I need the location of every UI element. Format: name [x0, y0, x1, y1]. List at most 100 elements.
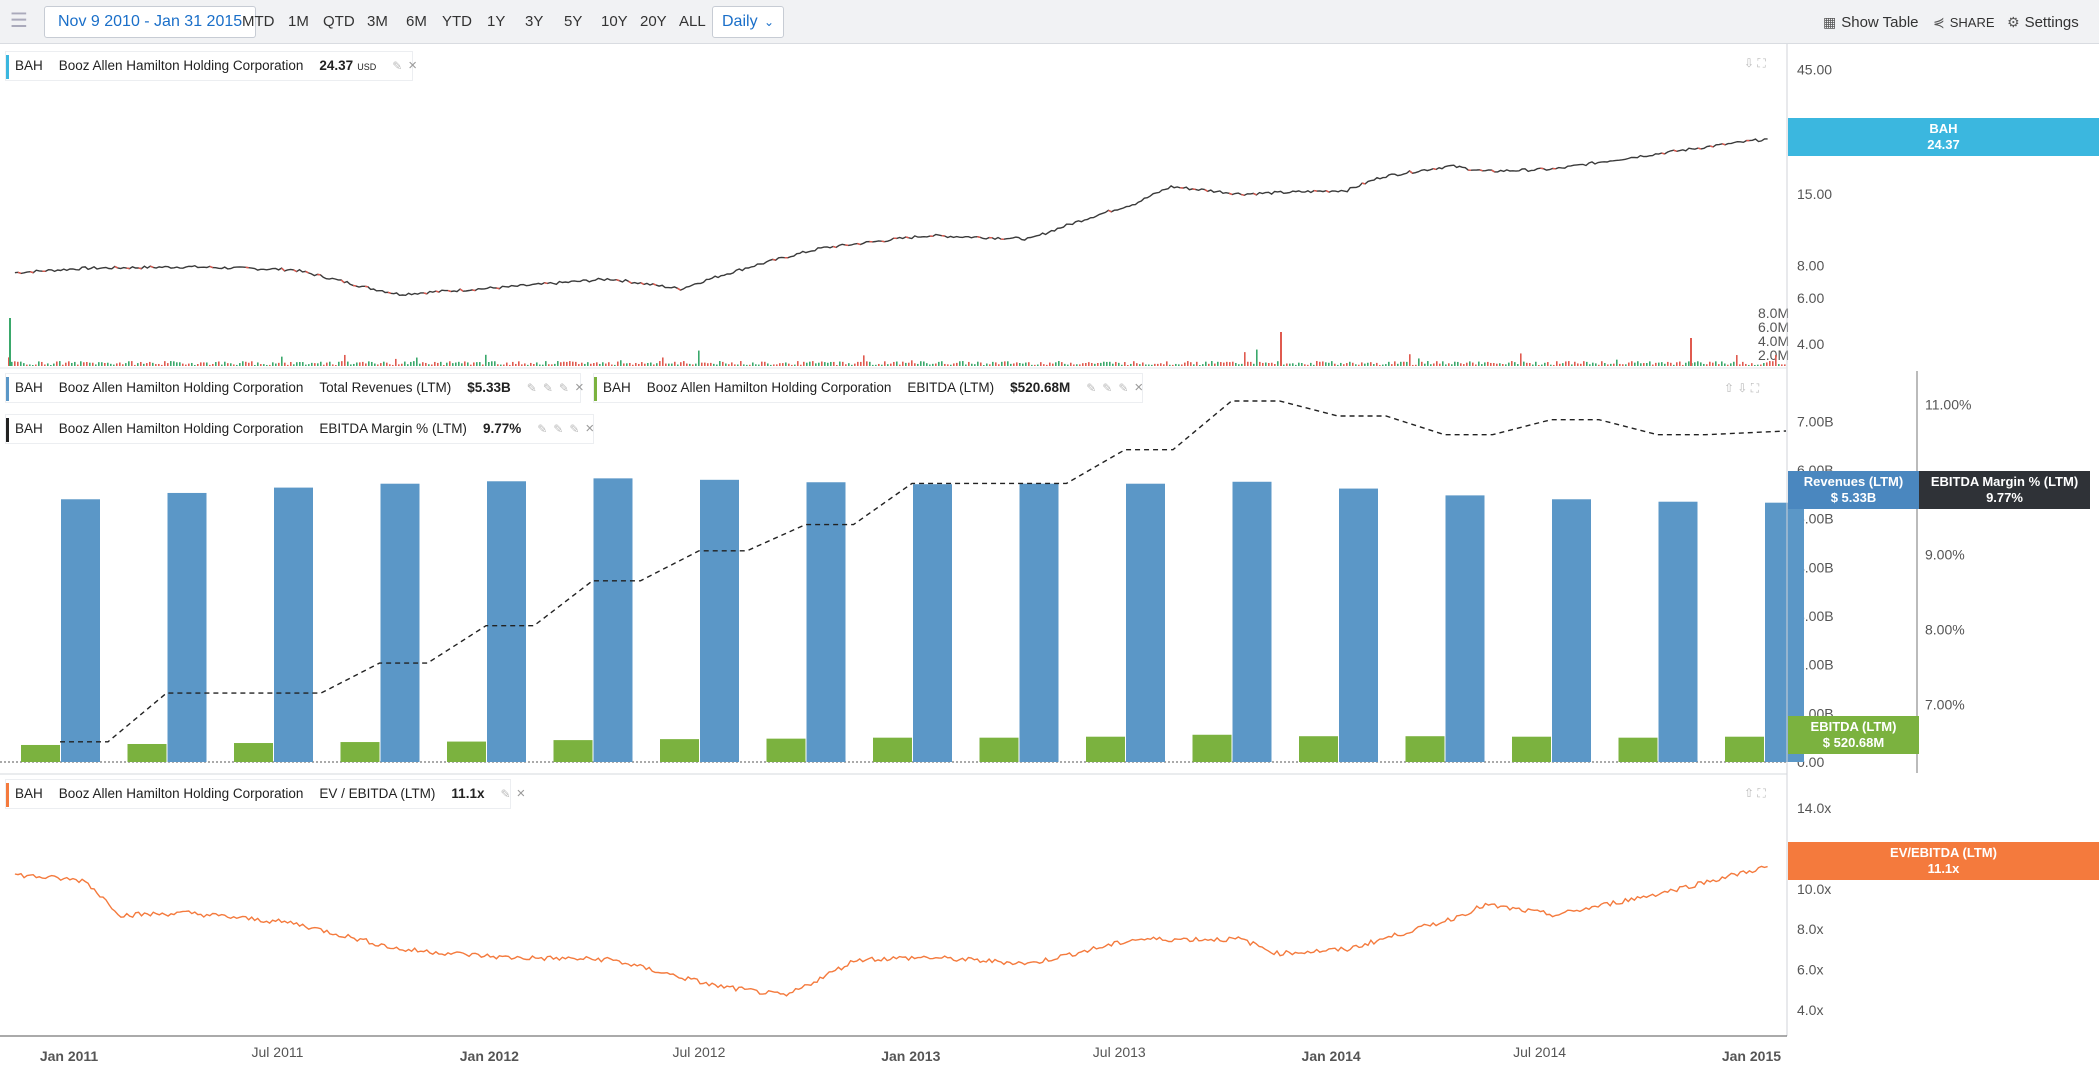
volume-bar [1373, 364, 1375, 366]
volume-bar [1181, 364, 1183, 366]
volume-bar [548, 364, 550, 366]
menu-toggle-icon[interactable]: ☰ [10, 10, 28, 32]
share-button[interactable]: ⋞ SHARE [1933, 7, 1995, 37]
duplicate-icon[interactable]: ✎ [542, 381, 553, 395]
volume-bar [215, 362, 217, 366]
period-10y[interactable]: 10Y [601, 13, 628, 30]
close-icon[interactable]: × [585, 420, 595, 437]
ev-legend[interactable]: BAH Booz Allen Hamilton Holding Corporati… [5, 779, 525, 809]
volume-bar [1151, 364, 1153, 366]
volume-bar [449, 361, 451, 366]
paint-bucket-icon[interactable]: ✎ [500, 787, 511, 801]
volume-bar [1547, 362, 1549, 366]
volume-bar [26, 364, 28, 366]
panel-tools-price[interactable]: ⇩ ⛶ [1744, 56, 1766, 70]
volume-y-tick-label: 2.0M [1758, 347, 1789, 363]
panel-tools-fundamentals[interactable]: ⇧ ⇩ ⛶ [1724, 381, 1760, 395]
period-1y[interactable]: 1Y [487, 13, 506, 30]
ebitda-legend[interactable]: BAH Booz Allen Hamilton Holding Corporati… [593, 373, 1143, 403]
period-3m[interactable]: 3M [367, 13, 388, 30]
period-ytd[interactable]: YTD [442, 13, 472, 30]
volume-bar [1019, 362, 1021, 366]
period-all[interactable]: ALL [679, 13, 706, 30]
volume-bar [734, 364, 736, 366]
volume-bar [203, 362, 205, 366]
period-6m[interactable]: 6M [406, 13, 427, 30]
volume-bar [971, 363, 973, 366]
volume-bar [1652, 364, 1654, 366]
volume-bar [11, 361, 13, 366]
volume-bar [1331, 361, 1333, 366]
volume-bar [728, 364, 730, 366]
margin-legend[interactable]: BAH Booz Allen Hamilton Holding Corporati… [5, 414, 594, 444]
duplicate-icon[interactable]: ✎ [553, 422, 564, 436]
edit-icon[interactable]: ✎ [569, 422, 580, 436]
period-1m[interactable]: 1M [288, 13, 309, 30]
paint-bucket-icon[interactable]: ✎ [392, 59, 403, 73]
paint-bucket-icon[interactable]: ✎ [537, 422, 548, 436]
edit-icon[interactable]: ✎ [558, 381, 569, 395]
volume-panel: 8.0M6.0M4.0M2.0M [8, 305, 1789, 366]
fundamentals-panel: 7.00B6.00B5.00B4.00B3.00B2.00B1.00B0.001… [0, 371, 1972, 773]
volume-bar [1433, 363, 1435, 366]
settings-button[interactable]: ⚙ Settings [2007, 7, 2079, 37]
volume-bar [506, 362, 508, 366]
volume-bar [1217, 361, 1219, 366]
paint-bucket-icon[interactable]: ✎ [1086, 381, 1097, 395]
volume-bar [1466, 362, 1468, 366]
price-down-segment [459, 288, 464, 292]
volume-bar [524, 363, 526, 366]
period-mtd[interactable]: MTD [242, 13, 275, 30]
x-tick-label: Jul 2011 [252, 1044, 304, 1060]
period-20y[interactable]: 20Y [640, 13, 667, 30]
volume-bar [455, 362, 457, 366]
volume-bar [761, 361, 763, 366]
close-icon[interactable]: × [408, 57, 418, 74]
volume-bar [179, 362, 181, 366]
volume-bar [347, 361, 349, 366]
volume-bar [29, 364, 31, 366]
period-qtd[interactable]: QTD [323, 13, 355, 30]
volume-bar [509, 364, 511, 366]
price-down-segment [1204, 188, 1209, 192]
volume-bar [356, 362, 358, 366]
volume-bar [437, 362, 439, 366]
edit-icon[interactable]: ✎ [1118, 381, 1129, 395]
volume-bar [1748, 364, 1750, 366]
close-icon[interactable]: × [1134, 379, 1144, 396]
volume-bar [173, 361, 175, 366]
period-5y[interactable]: 5Y [564, 13, 583, 30]
close-icon[interactable]: × [574, 379, 584, 396]
volume-bar [1682, 364, 1684, 366]
volume-bar [425, 362, 427, 366]
date-range-picker[interactable]: Nov 9 2010 - Jan 31 2015 [44, 6, 257, 38]
price-down-segment [29, 271, 34, 274]
frequency-select[interactable]: Daily ⌄ [712, 6, 784, 38]
period-3y[interactable]: 3Y [525, 13, 544, 30]
close-icon[interactable]: × [516, 785, 526, 802]
volume-bar [1130, 363, 1132, 366]
volume-bar [470, 364, 472, 366]
price-down-segment [1673, 149, 1678, 152]
volume-bar [770, 364, 772, 366]
volume-bar [359, 362, 361, 366]
price-legend[interactable]: BAH Booz Allen Hamilton Holding Corporati… [5, 51, 417, 81]
volume-bar [1442, 361, 1444, 366]
volume-bar [1259, 361, 1261, 366]
share-label: SHARE [1949, 15, 1995, 30]
ev-ebitda-pill: EV/EBITDA (LTM) 11.1x [1788, 842, 2099, 880]
revenue-legend[interactable]: BAH Booz Allen Hamilton Holding Corporati… [5, 373, 584, 403]
legend-ticker: BAH [15, 58, 43, 73]
duplicate-icon[interactable]: ✎ [1102, 381, 1113, 395]
volume-bar [1403, 361, 1405, 366]
price-y-tick-label: 8.00 [1797, 257, 1824, 273]
show-table-button[interactable]: ▦ Show Table [1823, 7, 1919, 37]
volume-bar [1016, 362, 1018, 366]
volume-bar [554, 363, 556, 366]
volume-bar [632, 364, 634, 366]
volume-bar [218, 361, 220, 366]
panel-tools-ev[interactable]: ⇧ ⛶ [1744, 786, 1766, 800]
paint-bucket-icon[interactable]: ✎ [526, 381, 537, 395]
fund-right-y-tick-label: 9.00% [1925, 547, 1965, 563]
